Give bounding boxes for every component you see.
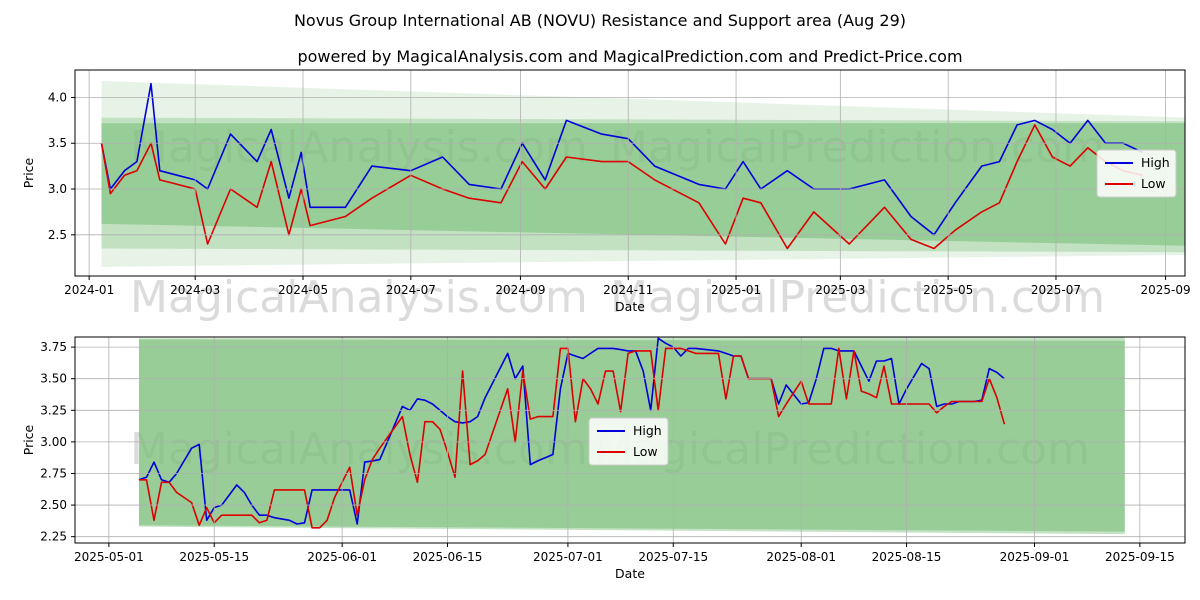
x-tick-label: 2025-07-15 <box>638 550 708 564</box>
x-tick-label: 2025-05 <box>923 283 973 297</box>
axes-frame <box>74 336 1186 544</box>
watermark-text: MagicalAnalysis.com <box>130 272 588 323</box>
chart-title: Novus Group International AB (NOVU) Resi… <box>294 11 906 30</box>
y-tick-label: 2.50 <box>40 498 67 512</box>
y-tick-label: 3.5 <box>48 136 67 150</box>
x-axis-title: Date <box>615 299 645 314</box>
x-tick-label: 2025-01 <box>711 283 761 297</box>
y-tick-label: 3.50 <box>40 372 67 386</box>
chart-legend: High Low <box>1096 149 1177 198</box>
x-axis-title: Date <box>615 566 645 581</box>
legend-label-high: High <box>1141 155 1170 170</box>
x-tick-label: 2024-03 <box>170 283 220 297</box>
legend-label-high: High <box>633 423 662 438</box>
chart-subtitle: powered by MagicalAnalysis.com and Magic… <box>297 47 962 66</box>
y-tick-label: 2.25 <box>40 530 67 544</box>
y-axis-title: Price <box>21 157 36 188</box>
y-tick-label: 2.75 <box>40 466 67 480</box>
series-line-low <box>139 347 1006 529</box>
x-tick-label: 2024-05 <box>278 283 328 297</box>
x-tick-label: 2024-09 <box>495 283 545 297</box>
x-tick-label: 2025-09-01 <box>1000 550 1070 564</box>
x-tick-label: 2025-08-01 <box>766 550 836 564</box>
y-tick-label: 3.75 <box>40 340 67 354</box>
x-tick-label: 2025-03 <box>815 283 865 297</box>
x-tick-label: 2025-09-15 <box>1105 550 1175 564</box>
legend-box <box>1096 149 1177 198</box>
x-tick-label: 2024-01 <box>64 283 114 297</box>
axes-frame <box>74 69 1186 277</box>
top-chart-panel: MagicalAnalysis.com MagicalPrediction.com… <box>21 69 1191 323</box>
y-tick-label: 4.0 <box>48 90 67 104</box>
x-tick-label: 2024-07 <box>386 283 436 297</box>
series-line-high <box>100 82 1143 236</box>
x-tick-label: 2025-08-15 <box>872 550 942 564</box>
bottom-chart-panel: MagicalAnalysis.comMagicalPrediction.com… <box>21 336 1186 581</box>
x-tick-label: 2025-06-15 <box>413 550 483 564</box>
watermark-text: MagicalPrediction.com <box>610 272 1105 323</box>
y-tick-label: 3.25 <box>40 403 67 417</box>
x-tick-label: 2025-07-01 <box>533 550 603 564</box>
x-tick-label: 2025-05-01 <box>74 550 144 564</box>
x-tick-label: 2025-09 <box>1140 283 1190 297</box>
x-tick-label: 2024-11 <box>603 283 653 297</box>
chart-legend: High Low <box>588 417 669 466</box>
x-tick-label: 2025-05-15 <box>179 550 249 564</box>
x-tick-label: 2025-07 <box>1031 283 1081 297</box>
y-axis-title: Price <box>21 424 36 455</box>
legend-label-low: Low <box>1141 176 1166 191</box>
plot-area <box>100 80 1185 267</box>
legend-box <box>588 417 669 466</box>
y-tick-label: 3.0 <box>48 182 67 196</box>
x-tick-label: 2025-06-01 <box>307 550 377 564</box>
y-tick-label: 2.5 <box>48 228 67 242</box>
y-tick-label: 3.00 <box>40 435 67 449</box>
legend-label-low: Low <box>633 444 658 459</box>
series-line-high <box>138 337 1005 525</box>
support-resistance-band-inner <box>101 123 1185 246</box>
